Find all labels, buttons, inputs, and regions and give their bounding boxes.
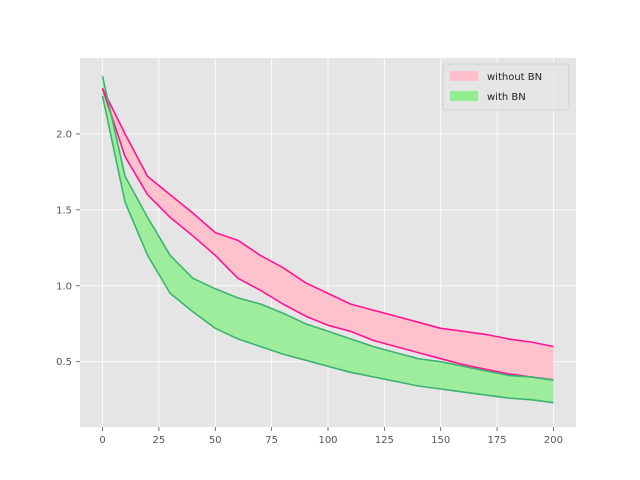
- area-with-bn: [102, 76, 554, 403]
- y-tick-label: 1.0: [56, 281, 72, 292]
- x-tick-label: 150: [431, 435, 450, 446]
- y-tick-label: 2.0: [56, 129, 72, 140]
- x-tick-label: 0: [99, 435, 105, 446]
- legend-box: [442, 63, 570, 111]
- lower-line-without-bn: [101, 88, 554, 381]
- upper-line-without-bn: [101, 88, 554, 348]
- x-tick-label: 100: [318, 435, 337, 446]
- legend-swatch: [450, 71, 478, 81]
- x-axis-ticks: 0 25 50 75 100 125 150 175 200: [99, 427, 563, 446]
- x-tick-label: 50: [209, 435, 222, 446]
- legend-label: with BN: [487, 92, 526, 103]
- lower-line-with-bn: [101, 95, 554, 404]
- x-tick-label: 75: [265, 435, 278, 446]
- x-tick-label: 200: [544, 435, 563, 446]
- y-axis-ticks: 0.5 1.0 1.5 2.0: [56, 129, 80, 368]
- legend-label: without BN: [487, 72, 542, 83]
- series-areas: [102, 76, 554, 403]
- x-tick-label: 175: [488, 435, 507, 446]
- x-tick-label: 25: [153, 435, 166, 446]
- legend: without BN with BN: [442, 63, 570, 111]
- series-lines: [101, 76, 554, 404]
- y-tick-label: 0.5: [56, 357, 72, 368]
- x-tick-label: 125: [375, 435, 394, 446]
- y-tick-label: 1.5: [56, 205, 72, 216]
- area-without-bn: [102, 88, 554, 380]
- upper-line-with-bn: [101, 76, 554, 381]
- legend-swatch: [450, 91, 478, 101]
